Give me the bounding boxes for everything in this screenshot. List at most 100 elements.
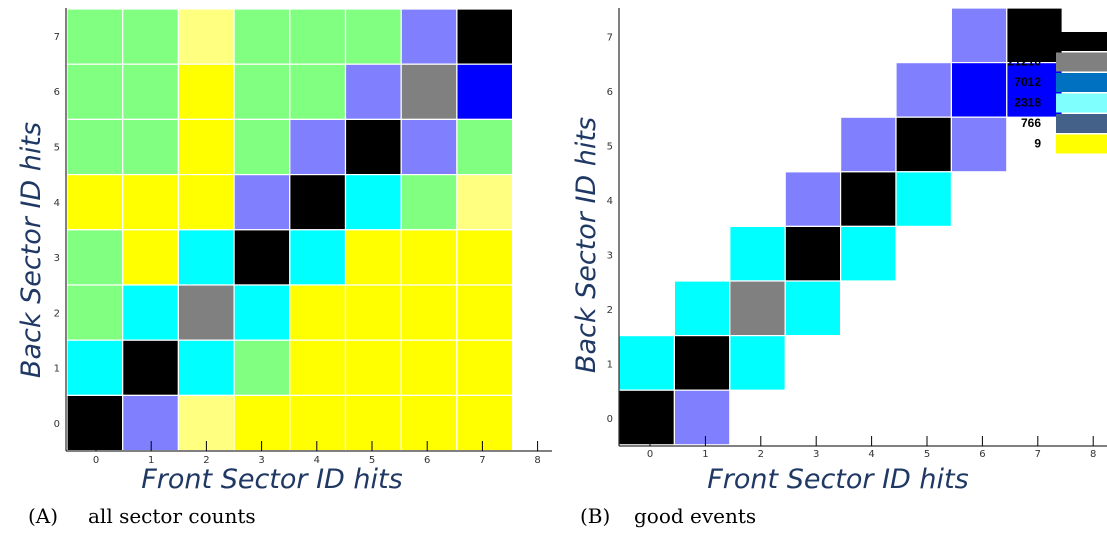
x-tick-label-a-7: 7 [479,455,485,466]
heatmap-cell-a-x3-y1 [233,339,291,397]
y-tick-label-a-0: 0 [54,419,60,430]
y-axis-title-b: Back Sector ID hits [571,117,602,373]
heatmap-cell-b-x1-y2 [673,280,731,337]
heatmap-cell-b-x4-y4 [839,171,897,228]
heatmap-cell-b-x0-y0 [618,389,676,446]
heatmap-cell-a-x1-y4 [122,174,179,231]
y-tick-label-b-5: 5 [607,142,613,153]
heatmap-cell-a-x6-y4 [400,174,458,231]
heatmap-cell-a-x3-y3 [233,229,291,286]
heatmap-cell-a-x3-y2 [233,284,291,341]
heatmap-cell-a-x0-y4 [66,174,124,231]
heatmap-cell-b-x3-y3 [784,225,842,282]
heatmap-cell-a-x5-y7 [344,8,402,65]
heatmap-cell-a-x4-y7 [289,8,347,65]
heatmap-cell-b-x5-y4 [895,171,953,228]
x-axis-title-a: Front Sector ID hits [141,464,402,495]
heatmap-cell-a-x0-y0 [66,394,124,452]
legend-swatch-3 [1056,93,1107,113]
y-axis-title-a: Back Sector ID hits [16,122,47,378]
heatmap-cell-a-x5-y3 [344,229,402,286]
y-tick-label-b-6: 6 [607,87,613,98]
heatmap-cell-a-x5-y4 [344,174,402,231]
heatmap-cell-b-x7-y6 [1006,61,1063,118]
y-tick-label-a-3: 3 [54,253,60,264]
y-tick-label-b-4: 4 [607,196,613,207]
x-tick-label-a-1: 1 [148,455,154,466]
heatmap-cell-a-x1-y3 [122,229,179,286]
y-tick-label-b-7: 7 [607,33,613,44]
heatmap-cell-a-x3-y7 [233,8,291,65]
heatmap-cell-a-x0-y7 [66,8,124,65]
heatmap-cell-b-x2-y3 [729,225,786,282]
heatmap-cell-a-x7-y7 [456,8,514,65]
x-tick-label-a-6: 6 [424,455,430,466]
heatmap-cell-a-x5-y6 [344,63,402,120]
caption-text-a: all sector counts [88,504,256,528]
heatmap-cells-b [618,7,1063,446]
x-tick-label-b-1: 1 [702,449,708,460]
heatmap-cell-a-x6-y6 [400,63,458,120]
heatmap-cell-a-x7-y0 [456,394,514,452]
heatmap-cell-a-x6-y2 [400,284,458,341]
heatmap-cell-a-x4-y4 [289,174,347,231]
heatmap-cells-a [66,8,514,452]
heatmap-cell-a-x7-y1 [456,339,514,397]
heatmap-cell-a-x3-y5 [233,118,291,176]
heatmap-cell-a-x5-y0 [344,394,402,452]
x-tick-label-b-6: 6 [979,449,985,460]
legend-label-2: 7012 [1014,75,1041,89]
x-tick-label-a-0: 0 [93,455,99,466]
y-tick-label-a-1: 1 [54,364,60,375]
heatmap-cell-b-x5-y6 [895,61,953,118]
heatmap-cell-a-x0-y1 [66,339,124,397]
y-tick-label-b-3: 3 [607,251,613,262]
legend-swatch-0 [1056,32,1107,51]
legend-label-1: 21210 [1008,55,1042,69]
caption-text-b: good events [634,504,756,528]
heatmap-cell-b-x4-y5 [839,116,897,173]
heatmap-cell-a-x2-y3 [177,229,235,286]
heatmap-cell-a-x0-y2 [66,284,124,341]
heatmap-cell-a-x6-y3 [400,229,458,286]
legend-label-4: 766 [1021,116,1041,130]
heatmap-cell-b-x2-y1 [729,335,786,391]
heatmap-cell-b-x0-y1 [618,335,676,391]
heatmap-cell-a-x2-y5 [177,118,235,176]
heatmap-cell-a-x3-y6 [233,63,291,120]
heatmap-cell-b-x1-y0 [673,389,731,446]
legend-swatch-1 [1056,52,1107,72]
x-tick-label-b-0: 0 [647,449,653,460]
heatmap-cell-b-x6-y7 [950,7,1008,64]
heatmap-cell-a-x1-y7 [122,8,179,65]
heatmap-cell-a-x4-y1 [289,339,347,397]
caption-label-a: (A) [28,504,58,528]
heatmap-cell-a-x6-y7 [400,8,458,65]
heatmap-cell-a-x0-y3 [66,229,124,286]
heatmap-cell-b-x3-y4 [784,171,842,228]
heatmap-cell-a-x7-y2 [456,284,514,341]
y-tick-label-a-5: 5 [54,143,60,154]
y-tick-label-a-4: 4 [54,198,60,209]
panel-b: 0 1 2 3 4 5 6 7 8 0 1 2 3 4 5 6 7 64162 21210 7012 2318 766 9… [571,7,1107,528]
x-tick-label-b-4: 4 [868,449,874,460]
heatmap-cell-b-x6-y6 [950,61,1008,118]
y-tick-label-b-2: 2 [607,305,613,316]
x-tick-label-b-7: 7 [1035,449,1041,460]
heatmap-cell-a-x1-y6 [122,63,179,120]
x-tick-label-a-8: 8 [534,455,540,466]
heatmap-cell-b-x2-y2 [729,280,786,337]
panel-a: 0 1 2 3 4 5 6 7 8 0 1 2 3 4 5 6 7 Front Sector ID hits B… [16,8,552,528]
heatmap-cell-b-x6-y5 [950,116,1008,173]
y-tick-label-a-2: 2 [54,308,60,319]
heatmap-cell-a-x4-y6 [289,63,347,120]
heatmap-cell-a-x5-y1 [344,339,402,397]
heatmap-cell-a-x2-y2 [177,284,235,341]
heatmap-cell-a-x0-y6 [66,63,124,120]
heatmap-cell-a-x6-y5 [400,118,458,176]
legend-label-3: 2318 [1014,96,1041,110]
legend-label-0: 64162 [1008,34,1042,48]
heatmap-cell-a-x7-y5 [456,118,514,176]
heatmap-cell-a-x7-y4 [456,174,514,231]
